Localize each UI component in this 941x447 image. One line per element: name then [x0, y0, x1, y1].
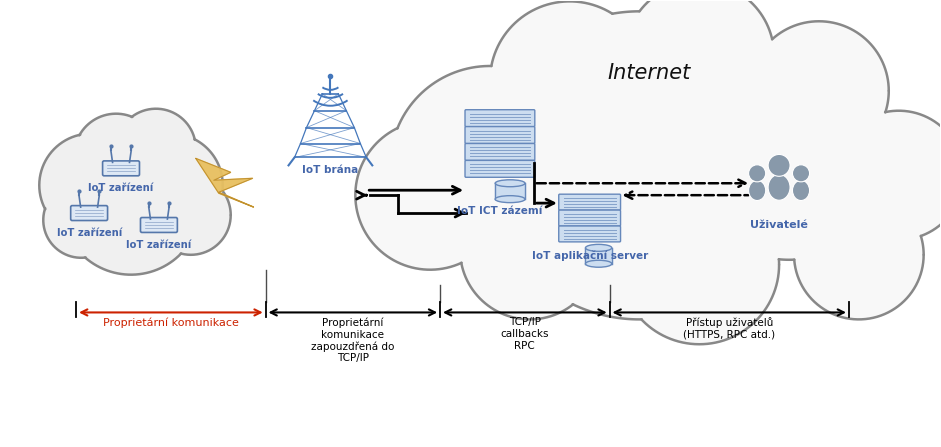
FancyBboxPatch shape — [71, 206, 107, 220]
Text: IoT brána: IoT brána — [302, 165, 359, 175]
Circle shape — [485, 11, 794, 320]
Circle shape — [684, 51, 894, 260]
Ellipse shape — [585, 245, 612, 251]
FancyBboxPatch shape — [465, 110, 534, 127]
Polygon shape — [585, 248, 612, 264]
Circle shape — [61, 135, 200, 274]
Text: IoT zařízení: IoT zařízení — [88, 183, 153, 193]
Circle shape — [151, 175, 231, 255]
Ellipse shape — [749, 181, 766, 201]
Circle shape — [460, 180, 599, 320]
Text: Přístup uživatelů
(HTTPS, RPC atd.): Přístup uživatelů (HTTPS, RPC atd.) — [683, 317, 775, 340]
Text: TCP/IP
callbacks
RPC: TCP/IP callbacks RPC — [501, 317, 550, 350]
Text: IoT aplikační server: IoT aplikační server — [532, 251, 647, 261]
Ellipse shape — [495, 180, 525, 187]
FancyBboxPatch shape — [559, 226, 620, 242]
Circle shape — [74, 114, 158, 197]
Circle shape — [116, 109, 196, 188]
FancyBboxPatch shape — [140, 218, 177, 232]
Circle shape — [749, 165, 766, 182]
Circle shape — [120, 134, 223, 237]
Ellipse shape — [768, 174, 790, 200]
Circle shape — [40, 134, 143, 237]
FancyBboxPatch shape — [559, 194, 620, 210]
Circle shape — [619, 185, 779, 344]
Polygon shape — [495, 183, 525, 199]
Text: Uživatelé: Uživatelé — [750, 220, 808, 230]
Polygon shape — [196, 158, 254, 207]
FancyBboxPatch shape — [559, 210, 620, 226]
Circle shape — [625, 0, 774, 131]
Text: IoT zařízení: IoT zařízení — [56, 228, 121, 238]
Circle shape — [43, 182, 120, 258]
Text: IoT ICT zázemí: IoT ICT zázemí — [457, 206, 543, 216]
Text: IoT zařízení: IoT zařízení — [126, 240, 192, 250]
FancyBboxPatch shape — [465, 127, 534, 143]
Ellipse shape — [585, 260, 612, 267]
Ellipse shape — [792, 181, 809, 201]
Circle shape — [834, 111, 941, 240]
Circle shape — [792, 165, 809, 182]
Circle shape — [794, 190, 924, 320]
Circle shape — [356, 121, 505, 270]
Circle shape — [391, 66, 590, 265]
Text: Proprietární komunikace: Proprietární komunikace — [103, 317, 239, 328]
Circle shape — [749, 21, 888, 160]
Circle shape — [768, 154, 790, 176]
Ellipse shape — [495, 196, 525, 202]
Text: Proprietární
komunikace
zapouzdřená do
TCP/IP: Proprietární komunikace zapouzdřená do T… — [311, 317, 394, 363]
FancyBboxPatch shape — [465, 143, 534, 160]
FancyBboxPatch shape — [103, 161, 139, 176]
FancyBboxPatch shape — [465, 160, 534, 177]
Circle shape — [490, 1, 649, 160]
Text: Internet: Internet — [608, 63, 691, 83]
